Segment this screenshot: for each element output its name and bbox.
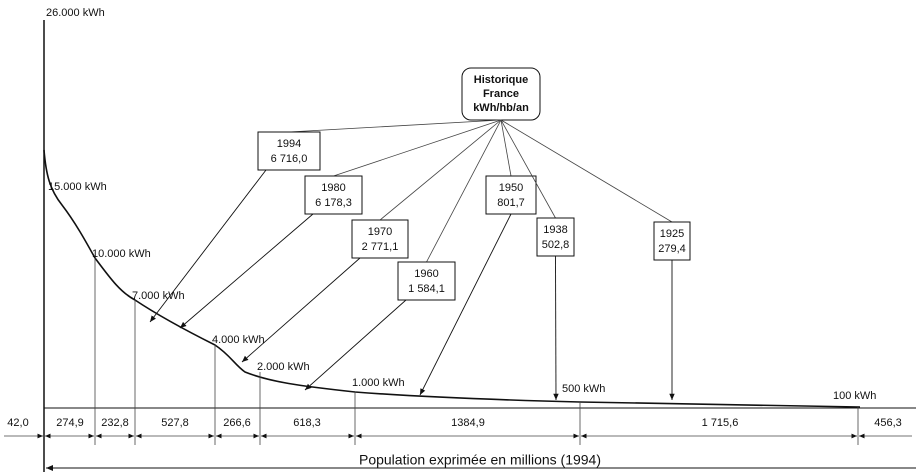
- x-label: Population exprimée en millions (1994): [359, 452, 601, 468]
- segment-label: 266,6: [223, 417, 251, 429]
- segment-label: 618,3: [293, 417, 321, 429]
- curve: [43, 149, 861, 408]
- year: 1925: [660, 228, 684, 240]
- arrow: [553, 255, 559, 401]
- segment-label: 42,0: [7, 417, 28, 429]
- curve-label: 10.000 kWh: [92, 248, 151, 260]
- year-value: 801,7: [497, 197, 525, 209]
- link: [500, 119, 673, 223]
- link: [500, 119, 512, 177]
- segment-label: 1384,9: [451, 417, 485, 429]
- link: [379, 119, 502, 221]
- year: 1960: [414, 268, 438, 280]
- year: 1938: [543, 224, 567, 236]
- arrow: [179, 213, 314, 329]
- year-value: 2 771,1: [362, 241, 399, 253]
- segment-label: 232,8: [101, 417, 129, 429]
- year-value: 1 584,1: [408, 283, 445, 295]
- axis-top-label: 26.000 kWh: [46, 7, 105, 19]
- year-box: [536, 217, 575, 257]
- year-box: [304, 175, 363, 215]
- segment-label: 274,9: [56, 417, 84, 429]
- curve-label: 7.000 kWh: [132, 290, 185, 302]
- legend-line: kWh/hb/an: [473, 102, 529, 114]
- year-value: 6 716,0: [271, 153, 308, 165]
- curve-label: 1.000 kWh: [352, 377, 405, 389]
- curve-label: 15.000 kWh: [48, 181, 107, 193]
- legend-line: Historique: [474, 74, 528, 86]
- year-box: [485, 175, 537, 215]
- arrow: [241, 257, 361, 363]
- year-box: [653, 221, 691, 261]
- year: 1994: [277, 138, 301, 150]
- segment-label: 527,8: [161, 417, 189, 429]
- year-box: [257, 131, 321, 171]
- segment-label: 456,3: [874, 417, 902, 429]
- arrow: [304, 299, 407, 391]
- link: [426, 119, 502, 263]
- link: [288, 119, 502, 133]
- segment-label: 1 715,6: [702, 417, 739, 429]
- curve-label: 100 kWh: [833, 390, 876, 402]
- arrow: [149, 169, 267, 323]
- year: 1950: [499, 182, 523, 194]
- arrow: [419, 213, 512, 396]
- year-value: 502,8: [542, 239, 570, 251]
- year: 1970: [368, 226, 392, 238]
- year-value: 6 178,3: [315, 197, 352, 209]
- link: [333, 119, 502, 177]
- year-value: 279,4: [658, 243, 686, 255]
- curve-label: 2.000 kWh: [257, 361, 310, 373]
- curve-label: 500 kWh: [562, 383, 605, 395]
- link: [500, 119, 556, 219]
- year-box: [351, 219, 409, 259]
- year-box: [397, 261, 456, 301]
- curve-label: 4.000 kWh: [212, 334, 265, 346]
- year: 1980: [321, 182, 345, 194]
- legend-line: France: [483, 88, 519, 100]
